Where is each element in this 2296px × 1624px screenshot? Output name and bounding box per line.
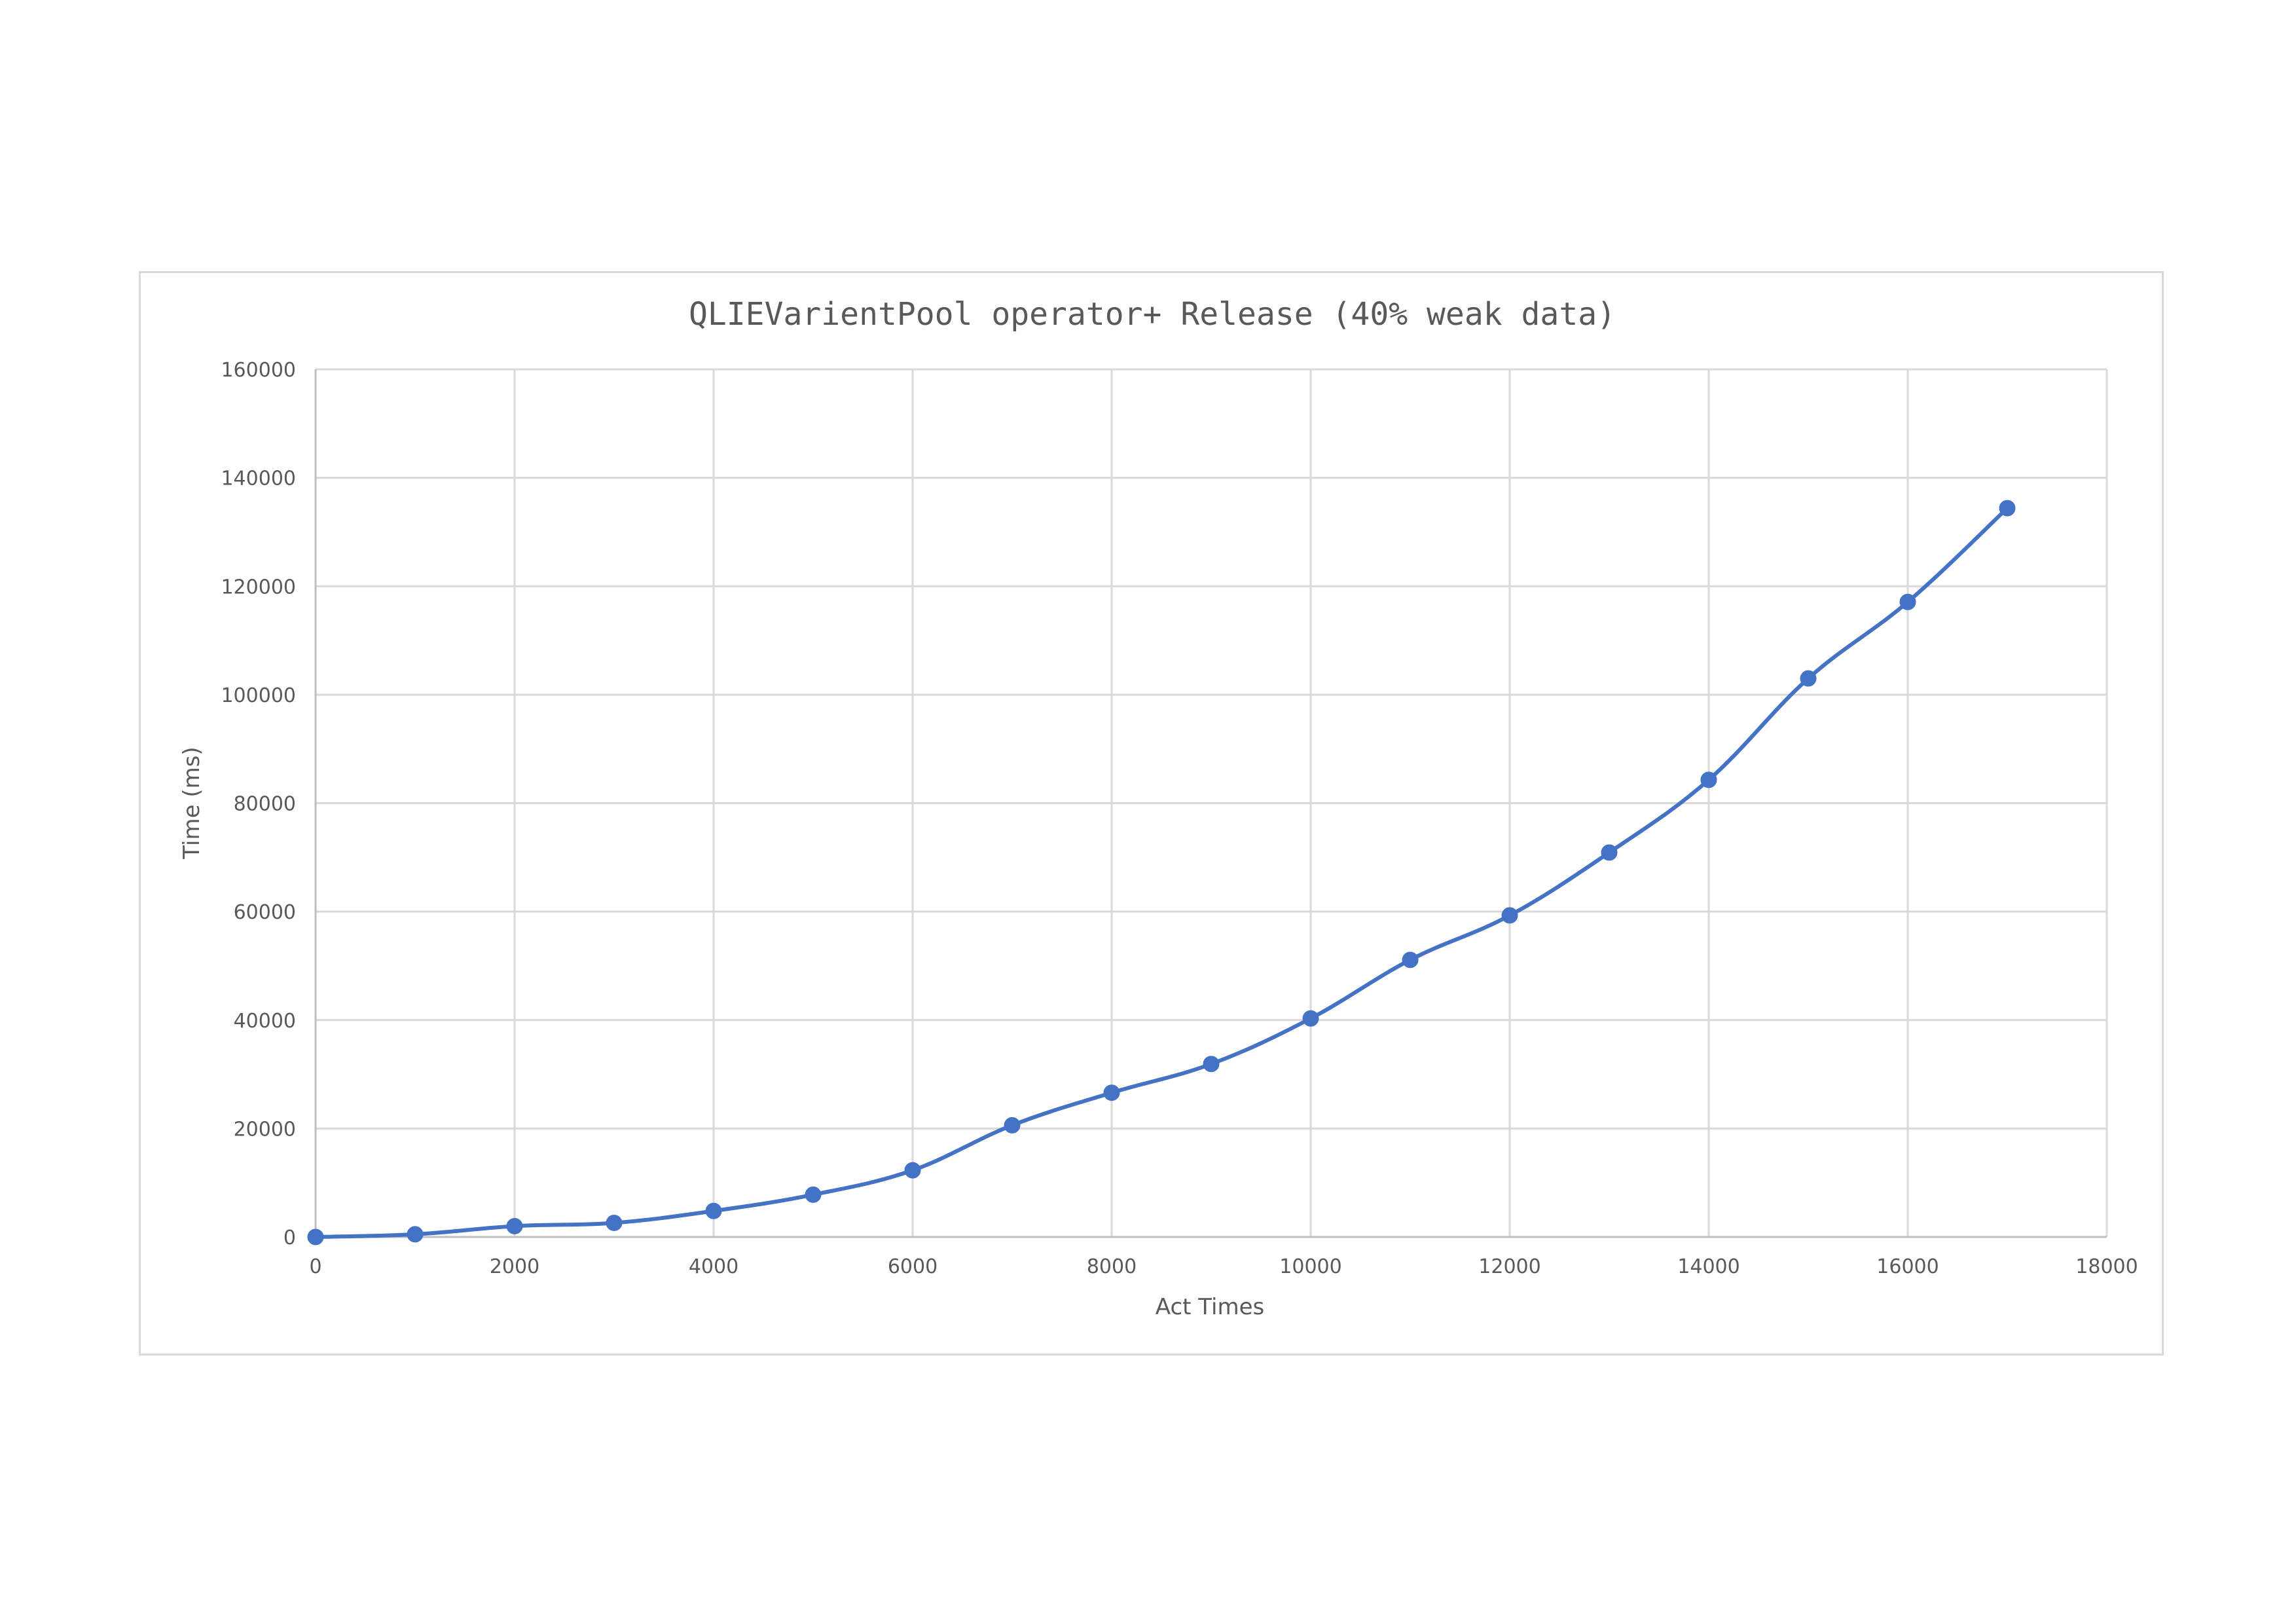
y-tick-label: 140000	[221, 468, 296, 490]
data-point	[1302, 1010, 1319, 1027]
data-point	[1601, 844, 1618, 861]
data-point	[1203, 1056, 1220, 1073]
data-point	[1899, 593, 1916, 610]
data-point	[705, 1202, 722, 1219]
x-tick-label: 2000	[490, 1255, 539, 1278]
x-tick-label: 10000	[1279, 1255, 1341, 1278]
tick-labels: 0200004000060000800001000001200001400001…	[221, 359, 2138, 1278]
y-axis-title: Time (ms)	[179, 747, 205, 859]
y-tick-label: 100000	[221, 684, 296, 707]
data-point	[904, 1162, 921, 1179]
data-point	[1800, 670, 1817, 687]
y-tick-label: 80000	[234, 793, 296, 816]
data-point	[307, 1228, 324, 1246]
x-tick-label: 6000	[888, 1255, 938, 1278]
x-tick-label: 14000	[1677, 1255, 1740, 1278]
data-point	[606, 1214, 623, 1231]
x-tick-label: 18000	[2075, 1255, 2138, 1278]
chart-title: QLIEVarientPool operator+ Release (40% w…	[689, 296, 1616, 333]
data-point	[506, 1217, 523, 1234]
x-tick-label: 16000	[1876, 1255, 1939, 1278]
x-tick-label: 12000	[1478, 1255, 1540, 1278]
data-point	[1700, 771, 1717, 788]
y-tick-label: 20000	[234, 1118, 296, 1141]
gridlines	[316, 368, 2108, 1237]
y-tick-label: 0	[283, 1227, 296, 1249]
data-point	[1501, 907, 1518, 924]
data-point	[407, 1226, 424, 1243]
y-tick-label: 160000	[221, 359, 296, 382]
data-point	[1004, 1116, 1021, 1134]
data-point	[805, 1186, 822, 1203]
data-point	[1999, 500, 2016, 517]
x-tick-label: 8000	[1087, 1255, 1137, 1278]
series	[307, 500, 2016, 1246]
x-tick-label: 4000	[689, 1255, 738, 1278]
y-tick-label: 120000	[221, 576, 296, 599]
x-tick-label: 0	[309, 1255, 321, 1278]
data-point	[1402, 951, 1419, 969]
x-axis-title: Act Times	[1156, 1294, 1264, 1320]
data-point	[1103, 1084, 1120, 1101]
y-tick-label: 60000	[234, 901, 296, 924]
chart-frame	[139, 271, 2164, 1356]
y-tick-label: 40000	[234, 1010, 296, 1033]
axes	[314, 369, 2107, 1238]
